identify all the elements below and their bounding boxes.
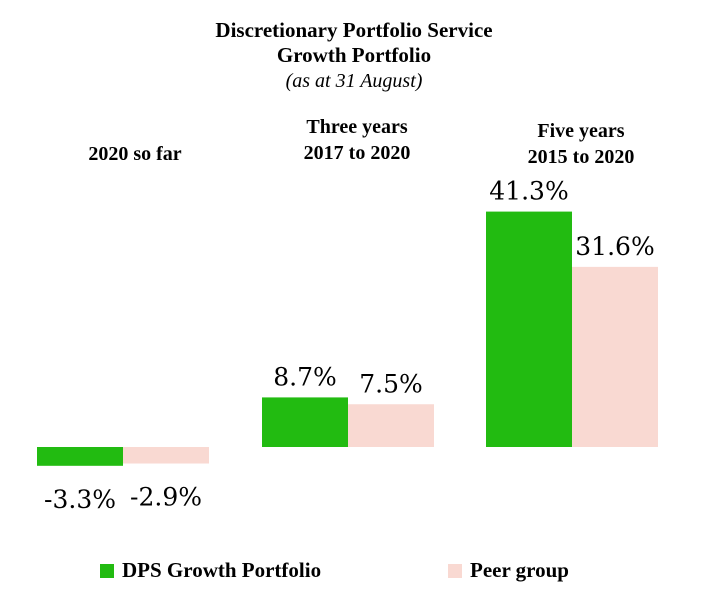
data-label-dps-0: -3.3% xyxy=(44,485,116,514)
group-label-three-years-line2: 2017 to 2020 xyxy=(303,142,411,164)
legend-peer-swatch xyxy=(448,563,462,578)
data-label-dps-2: 41.3% xyxy=(489,177,568,206)
group-label-2020: 2020 so far xyxy=(20,141,250,167)
group-label-three-years: Three years 2017 to 2020 xyxy=(242,114,472,166)
chart-subtitle: (as at 31 August) xyxy=(285,70,423,92)
legend-peer: Peer group xyxy=(448,558,569,583)
group-label-three-years-line1: Three years xyxy=(306,116,408,138)
group-label-2020-line1: 2020 so far xyxy=(88,143,182,165)
group-label-five-years: Five years 2015 to 2020 xyxy=(466,118,696,170)
bar-dps-2 xyxy=(486,211,572,447)
data-label-peer-0: -2.9% xyxy=(130,483,202,512)
data-label-dps-1: 8.7% xyxy=(273,362,337,391)
chart-title-line2: Growth Portfolio xyxy=(276,43,432,67)
legend-dps-swatch xyxy=(100,563,114,578)
group-label-five-years-line1: Five years xyxy=(537,120,625,142)
bar-peer-2 xyxy=(572,266,658,447)
bar-dps-1 xyxy=(262,397,348,447)
data-label-peer-1: 7.5% xyxy=(359,369,423,398)
legend-dps: DPS Growth Portfolio xyxy=(100,558,321,583)
data-label-peer-2: 31.6% xyxy=(575,232,654,261)
bar-peer-0 xyxy=(123,447,209,464)
bar-peer-1 xyxy=(348,404,434,447)
legend-dps-label: DPS Growth Portfolio xyxy=(122,558,322,582)
group-label-five-years-line2: 2015 to 2020 xyxy=(527,146,635,168)
legend-peer-label: Peer group xyxy=(470,558,569,582)
bar-dps-0 xyxy=(37,447,123,466)
chart-title-line1: Discretionary Portfolio Service xyxy=(215,18,493,42)
